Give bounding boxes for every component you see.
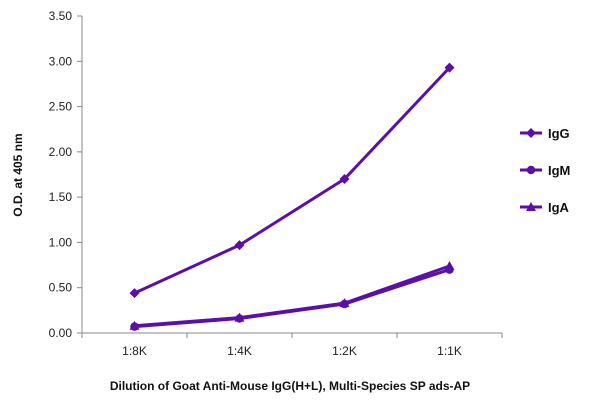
data-point-igg [129, 288, 140, 299]
y-tick-label: 3.50 [49, 9, 73, 23]
x-tick-label: 1:4K [227, 344, 252, 358]
x-tick-label: 1:1K [437, 344, 462, 358]
chart-axes [81, 16, 502, 334]
y-tick-label: 2.50 [49, 100, 73, 114]
data-point-igg [234, 240, 245, 251]
legend: IgG IgM IgA [520, 126, 570, 215]
legend-marker-iga [526, 202, 536, 211]
data-point-iga [339, 298, 350, 308]
legend-marker-igm [526, 165, 536, 175]
data-point-igg [444, 62, 455, 73]
series-layer [129, 62, 455, 331]
data-point-iga [234, 312, 245, 322]
legend-item-igg: IgG [520, 126, 570, 141]
x-tick-label: 1:8K [122, 344, 147, 358]
x-tick-label: 1:2K [332, 344, 357, 358]
legend-label-iga: IgA [548, 200, 570, 215]
series-line-igm [134, 268, 450, 329]
legend-item-iga: IgA [520, 200, 570, 215]
series-line-igg [133, 66, 451, 295]
y-tick-label: 1.50 [49, 190, 73, 204]
data-point-iga [129, 320, 140, 330]
legend-label-igm: IgM [548, 163, 570, 178]
y-tick-label: 0.00 [49, 326, 73, 340]
legend-label-igg: IgG [548, 126, 570, 141]
y-tick-label: 3.00 [49, 54, 73, 68]
y-tick-label: 0.50 [49, 281, 73, 295]
x-axis-title: Dilution of Goat Anti-Mouse IgG(H+L), Mu… [110, 379, 470, 393]
data-point-igg [339, 174, 350, 185]
series-igg [129, 62, 455, 299]
y-axis-title: O.D. at 405 nm [11, 133, 25, 216]
legend-item-igm: IgM [520, 163, 570, 178]
y-axis-ticks: 0.00 0.50 1.00 1.50 2.00 2.50 3.00 3.50 [49, 9, 82, 340]
series-iga [129, 260, 455, 330]
y-tick-label: 2.00 [49, 145, 73, 159]
y-tick-label: 1.00 [49, 235, 73, 249]
data-point-iga [444, 260, 455, 270]
legend-marker-igg [526, 128, 536, 138]
series-line-iga [134, 264, 451, 328]
x-axis-ticks: 1:8K 1:4K 1:2K 1:1K [81, 333, 503, 358]
